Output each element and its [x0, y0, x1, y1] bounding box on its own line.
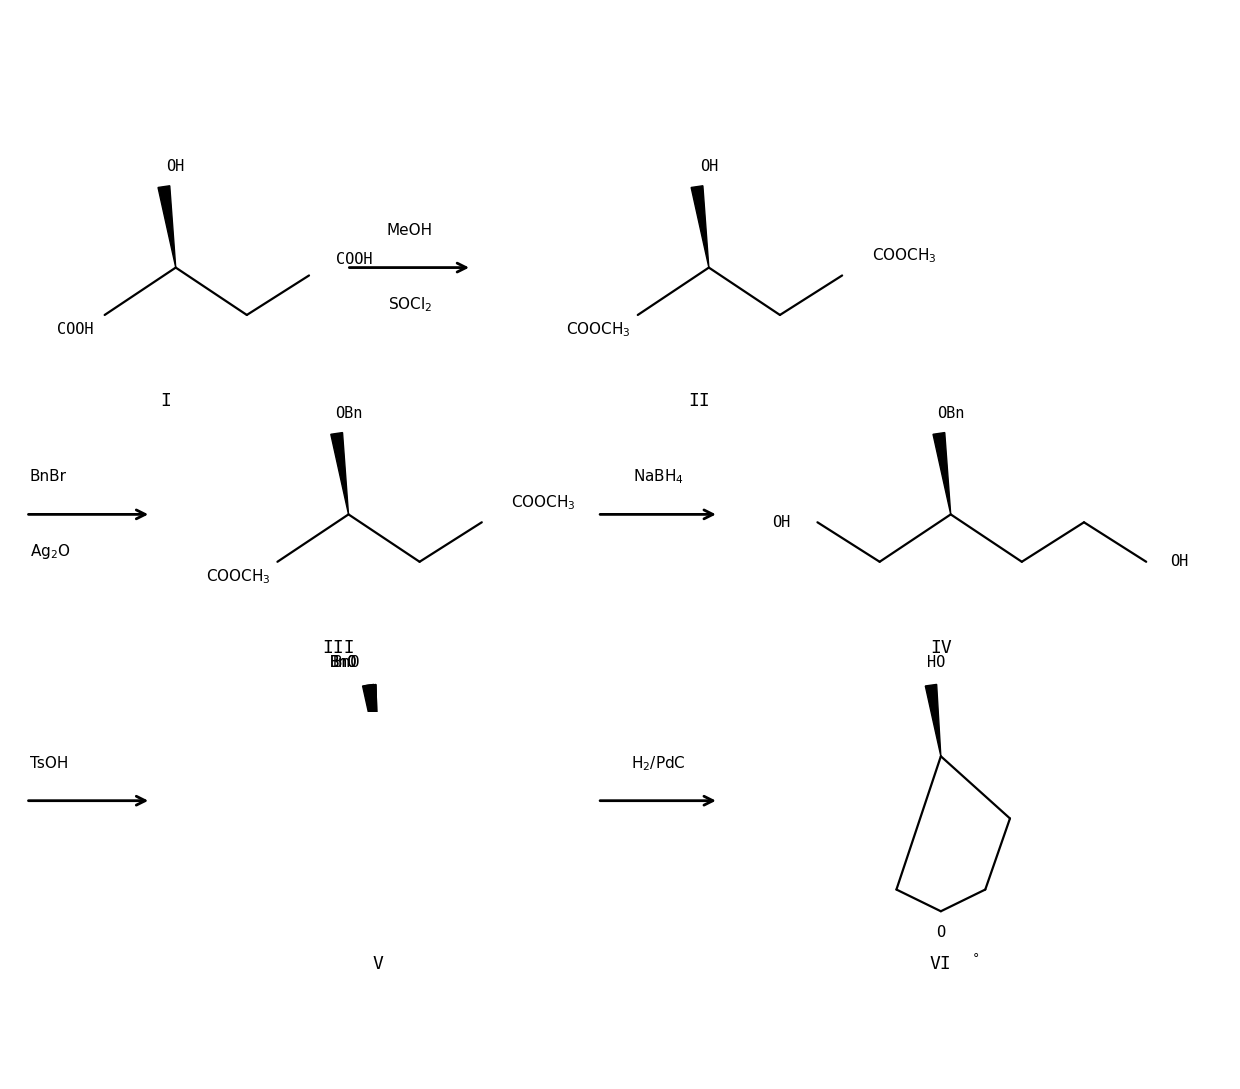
Polygon shape: [365, 685, 378, 756]
Text: SOCl$_2$: SOCl$_2$: [388, 296, 432, 315]
Text: O: O: [936, 926, 945, 941]
Text: O: O: [373, 926, 383, 941]
Text: H$_2$/PdC: H$_2$/PdC: [631, 754, 686, 772]
Text: BnO: BnO: [330, 654, 357, 670]
Text: IV: IV: [930, 638, 952, 657]
Polygon shape: [365, 685, 378, 756]
Text: COOCH$_3$: COOCH$_3$: [206, 567, 270, 586]
Text: COOCH$_3$: COOCH$_3$: [511, 493, 577, 512]
Text: Ag$_2$O: Ag$_2$O: [30, 542, 71, 562]
Polygon shape: [362, 684, 378, 756]
Text: OH: OH: [166, 159, 185, 174]
Text: COOCH$_3$: COOCH$_3$: [565, 320, 631, 339]
Text: °: °: [972, 952, 978, 965]
Text: OH: OH: [773, 515, 791, 529]
Text: OBn: OBn: [335, 406, 362, 421]
Polygon shape: [157, 186, 176, 268]
Text: COOCH$_3$: COOCH$_3$: [872, 246, 936, 265]
Polygon shape: [691, 186, 709, 268]
Text: BnO: BnO: [330, 654, 357, 670]
Text: V: V: [373, 955, 383, 972]
Polygon shape: [925, 684, 941, 756]
Text: OBn: OBn: [937, 406, 965, 421]
FancyBboxPatch shape: [259, 712, 496, 949]
Text: BnO: BnO: [332, 654, 361, 670]
Text: HO: HO: [926, 654, 945, 670]
Text: OH: OH: [1169, 554, 1188, 570]
Text: COOH: COOH: [336, 253, 372, 267]
Text: NaBH$_4$: NaBH$_4$: [634, 467, 684, 486]
Text: TsOH: TsOH: [30, 756, 68, 771]
Text: I: I: [160, 392, 171, 409]
Text: BnBr: BnBr: [30, 469, 67, 485]
Text: OH: OH: [699, 159, 718, 174]
Text: MeOH: MeOH: [387, 222, 433, 237]
Text: II: II: [688, 392, 709, 409]
Text: III: III: [322, 638, 355, 657]
Polygon shape: [331, 432, 348, 514]
Text: COOH: COOH: [57, 322, 93, 338]
Polygon shape: [932, 432, 951, 514]
Text: VI: VI: [930, 955, 952, 972]
